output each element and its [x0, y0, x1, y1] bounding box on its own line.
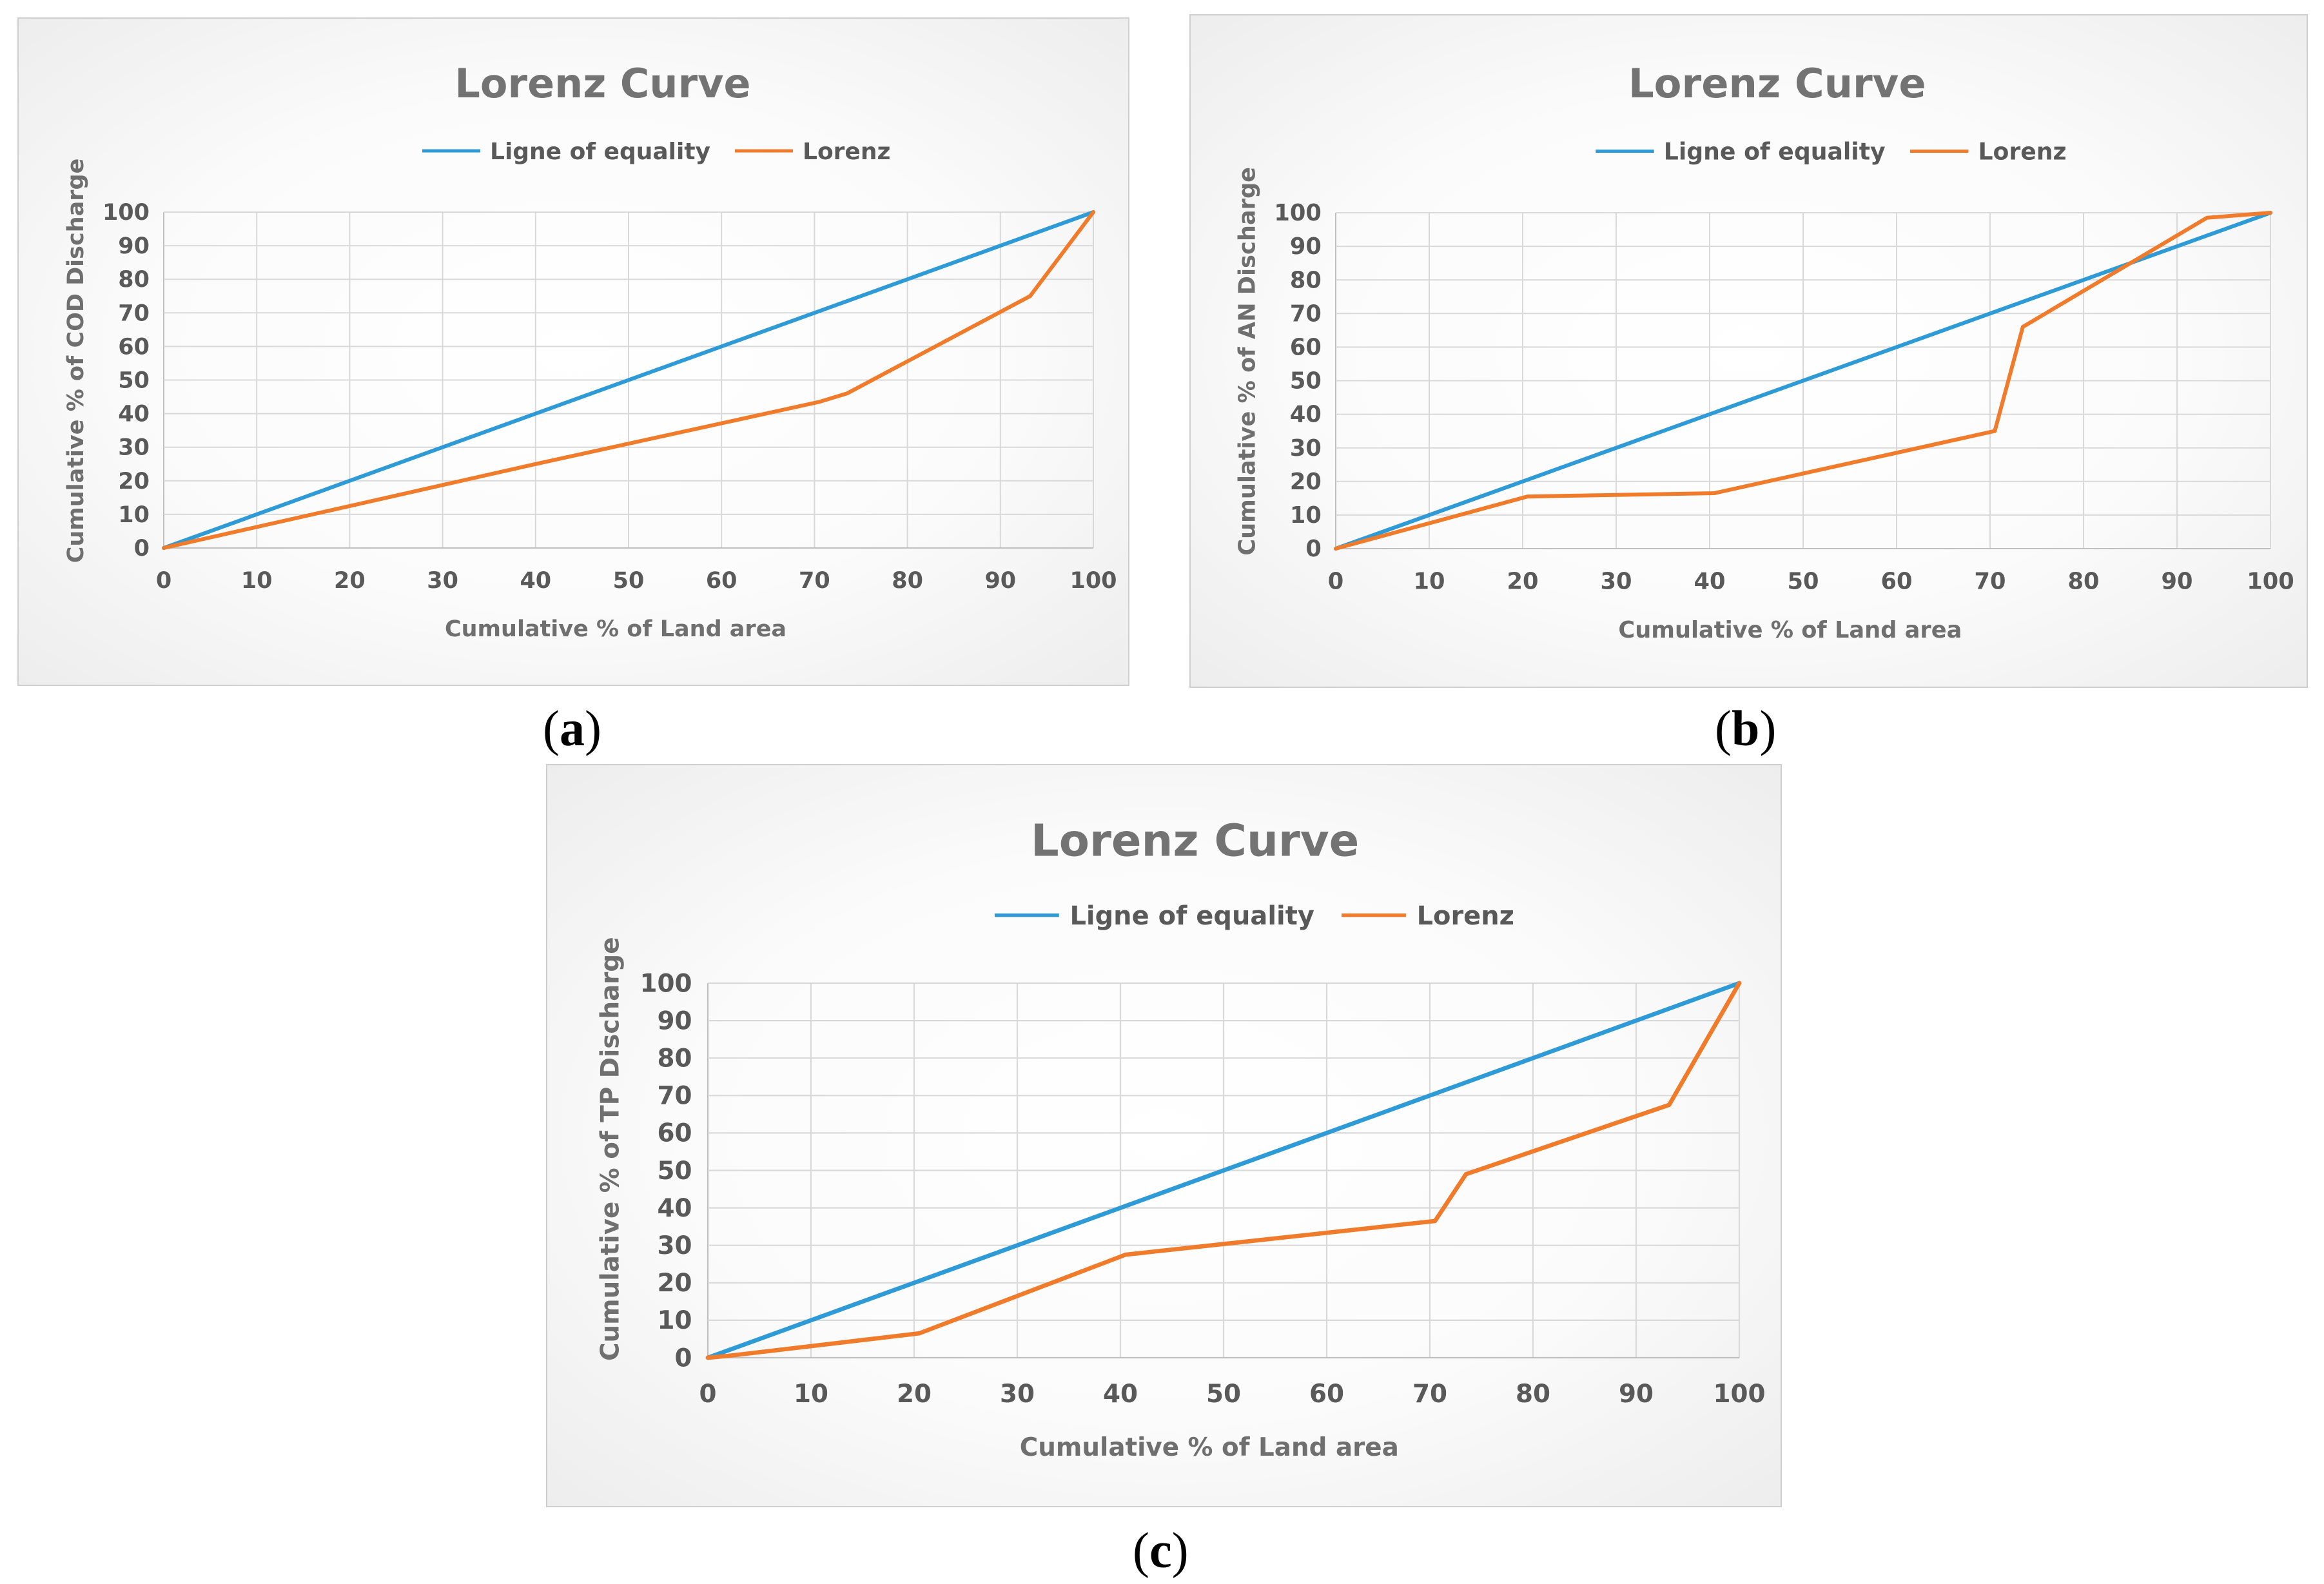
legend-label-equality: Ligne of equality	[490, 139, 710, 165]
x-axis-label: Cumulative % of Land area	[1020, 1433, 1399, 1462]
x-tick-label: 50	[1206, 1380, 1241, 1409]
series-line-equality	[162, 210, 1095, 550]
x-tick-label: 90	[984, 568, 1016, 594]
x-tick-label: 100	[1713, 1380, 1765, 1409]
legend-label-equality: Ligne of equality	[1664, 138, 1886, 166]
y-tick-label: 80	[118, 267, 150, 293]
x-tick-label: 70	[1975, 568, 2006, 594]
x-tick-label: 60	[1309, 1380, 1344, 1409]
x-tick-label: 80	[892, 568, 923, 594]
legend-label-lorenz: Lorenz	[1978, 138, 2066, 166]
y-tick-label: 70	[1290, 300, 1322, 327]
chart-title: Lorenz Curve	[1031, 815, 1359, 866]
x-tick-label: 70	[799, 568, 830, 594]
x-tick-label: 10	[1414, 568, 1445, 594]
y-tick-label: 70	[118, 300, 150, 326]
x-tick-label: 0	[699, 1380, 716, 1409]
legend-label-lorenz: Lorenz	[1417, 901, 1514, 931]
x-tick-label: 10	[241, 568, 273, 594]
x-tick-label: 100	[2247, 568, 2294, 594]
y-tick-label: 10	[658, 1306, 692, 1335]
y-tick-label: 20	[118, 469, 150, 494]
y-tick-label: 90	[658, 1006, 692, 1035]
x-tick-label: 0	[156, 568, 171, 594]
y-tick-label: 60	[1290, 334, 1322, 360]
x-axis-label: Cumulative % of Land area	[1618, 617, 1962, 643]
y-tick-label: 40	[1290, 402, 1322, 428]
chart-panel-b: Lorenz Curve Ligne of equality Lorenz 0 10 20…	[1189, 14, 2308, 688]
series-line-lorenz	[162, 210, 1095, 550]
y-axis-label: Cumulative % of TP Discharge	[596, 937, 625, 1361]
y-tick-label: 90	[118, 233, 150, 259]
y-tick-label: 10	[118, 502, 150, 528]
x-tick-label: 40	[1103, 1380, 1138, 1409]
chart-b-svg: Lorenz Curve Ligne of equality Lorenz 0 10 20…	[1234, 60, 2294, 643]
y-tick-label: 50	[118, 368, 150, 394]
series-line-equality	[705, 981, 1742, 1360]
y-tick-label: 10	[1290, 502, 1322, 529]
x-tick-label: 90	[2162, 568, 2193, 594]
x-tick-label: 10	[794, 1380, 828, 1409]
y-tick-label: 40	[658, 1194, 692, 1223]
y-tick-label: 0	[134, 536, 150, 562]
legend-label-equality: Ligne of equality	[1069, 901, 1314, 931]
x-tick-label: 60	[1881, 568, 1913, 594]
series-line-lorenz	[1333, 210, 2273, 551]
x-tick-label: 20	[1507, 568, 1539, 594]
x-tick-label: 20	[334, 568, 366, 594]
y-tick-label: 100	[640, 969, 692, 998]
x-tick-label: 40	[520, 568, 551, 594]
caption-c: (c)	[1133, 1522, 1189, 1578]
x-axis-label: Cumulative % of Land area	[445, 616, 786, 642]
series-line-equality	[1333, 210, 2273, 551]
y-axis-label: Cumulative % of AN Discharge	[1234, 167, 1260, 556]
y-tick-label: 50	[1290, 368, 1322, 395]
y-tick-label: 30	[1290, 435, 1322, 462]
x-tick-label: 90	[1619, 1380, 1654, 1409]
y-tick-label: 40	[118, 402, 150, 427]
x-tick-label: 30	[427, 568, 458, 594]
y-tick-label: 30	[658, 1231, 692, 1260]
series-line-lorenz	[705, 981, 1742, 1360]
y-tick-label: 20	[1290, 469, 1322, 495]
x-tick-label: 80	[2068, 568, 2100, 594]
y-tick-label: 70	[658, 1082, 692, 1111]
y-axis-label: Cumulative % of COD Discharge	[63, 159, 89, 563]
chart-a-svg: Lorenz Curve Ligne of equality Lorenz 0 10 20…	[63, 60, 1117, 642]
caption-b: (b)	[1715, 700, 1777, 756]
x-tick-label: 50	[613, 568, 645, 594]
y-tick-label: 60	[118, 334, 150, 360]
y-tick-label: 100	[1274, 200, 1321, 226]
x-tick-label: 60	[706, 568, 737, 594]
y-tick-label: 60	[658, 1119, 692, 1148]
y-tick-label: 80	[658, 1044, 692, 1073]
y-tick-label: 50	[658, 1157, 692, 1186]
x-tick-label: 40	[1694, 568, 1726, 594]
y-tick-label: 90	[1290, 233, 1322, 260]
x-tick-label: 70	[1412, 1380, 1447, 1409]
y-tick-label: 20	[658, 1269, 692, 1298]
x-tick-label: 0	[1328, 568, 1343, 594]
x-tick-label: 30	[1000, 1380, 1035, 1409]
y-tick-label: 30	[118, 435, 150, 461]
chart-panel-c: Lorenz Curve Ligne of equality Lorenz 0 10 20…	[546, 764, 1782, 1507]
chart-panel-a: Lorenz Curve Ligne of equality Lorenz 0 10 20…	[17, 17, 1129, 686]
y-tick-label: 0	[675, 1344, 692, 1373]
chart-title: Lorenz Curve	[1628, 60, 1926, 107]
caption-a: (a)	[543, 700, 601, 756]
x-tick-label: 50	[1788, 568, 1819, 594]
y-tick-label: 0	[1305, 536, 1321, 562]
x-tick-label: 80	[1516, 1380, 1550, 1409]
x-tick-label: 30	[1601, 568, 1632, 594]
y-tick-label: 80	[1290, 267, 1322, 293]
chart-title: Lorenz Curve	[454, 60, 750, 107]
y-tick-label: 100	[103, 200, 150, 226]
x-tick-label: 20	[897, 1380, 932, 1409]
chart-c-svg: Lorenz Curve Ligne of equality Lorenz 0 10 20…	[596, 815, 1765, 1462]
x-tick-label: 100	[1069, 568, 1117, 594]
legend-label-lorenz: Lorenz	[803, 139, 890, 165]
